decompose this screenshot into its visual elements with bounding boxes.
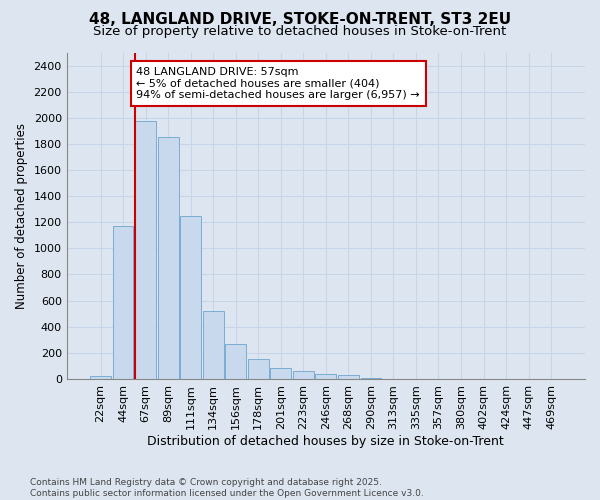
Bar <box>90 376 111 379</box>
Bar <box>293 371 314 379</box>
Bar <box>203 311 224 379</box>
Bar <box>316 374 336 379</box>
Bar <box>181 216 201 379</box>
Text: 48, LANGLAND DRIVE, STOKE-ON-TRENT, ST3 2EU: 48, LANGLAND DRIVE, STOKE-ON-TRENT, ST3 … <box>89 12 511 28</box>
Bar <box>158 138 179 379</box>
Bar <box>135 121 156 379</box>
Bar <box>226 344 246 379</box>
Bar <box>271 368 291 379</box>
Text: Contains HM Land Registry data © Crown copyright and database right 2025.
Contai: Contains HM Land Registry data © Crown c… <box>30 478 424 498</box>
Bar <box>338 375 359 379</box>
X-axis label: Distribution of detached houses by size in Stoke-on-Trent: Distribution of detached houses by size … <box>148 434 504 448</box>
Bar <box>361 378 381 379</box>
Text: 48 LANGLAND DRIVE: 57sqm
← 5% of detached houses are smaller (404)
94% of semi-d: 48 LANGLAND DRIVE: 57sqm ← 5% of detache… <box>136 67 420 100</box>
Bar <box>248 360 269 379</box>
Bar <box>113 226 133 379</box>
Y-axis label: Number of detached properties: Number of detached properties <box>15 122 28 308</box>
Text: Size of property relative to detached houses in Stoke-on-Trent: Size of property relative to detached ho… <box>94 25 506 38</box>
